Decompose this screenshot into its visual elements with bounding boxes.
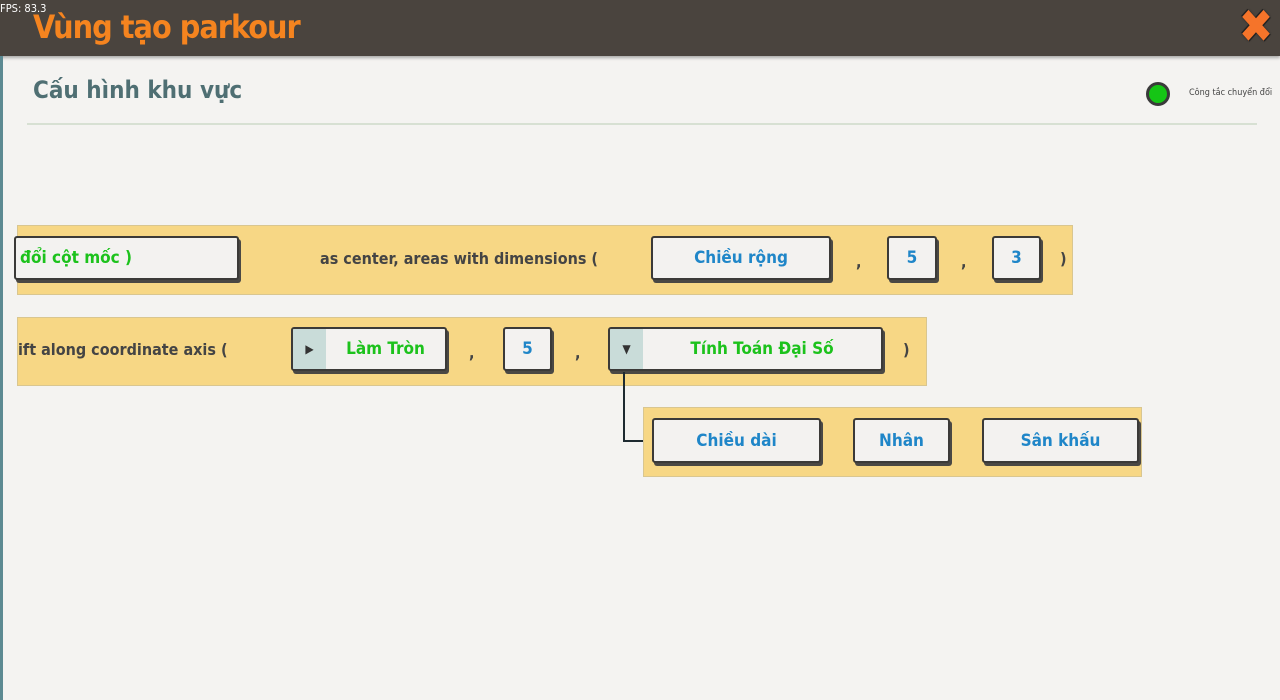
connector-line <box>623 440 644 442</box>
multiply-button[interactable]: Nhân <box>853 418 950 463</box>
connector-line <box>623 372 625 442</box>
close-icon[interactable]: ✖ <box>1238 0 1274 53</box>
landmark-button[interactable]: đổi cột mốc ) <box>14 236 239 280</box>
toggle-switch[interactable] <box>1146 82 1170 106</box>
row1-text: as center, areas with dimensions ( <box>320 249 598 268</box>
round-button[interactable]: ▶ Làm Tròn <box>291 327 447 371</box>
divider <box>27 123 1257 125</box>
close-paren: ) <box>1060 249 1067 268</box>
stage-button[interactable]: Sân khấu <box>982 418 1139 463</box>
comma: , <box>575 343 581 362</box>
close-paren: ) <box>903 340 910 359</box>
comma: , <box>469 343 475 362</box>
play-arrow-icon[interactable]: ▶ <box>293 329 326 369</box>
window-title: Vùng tạo parkour <box>33 8 301 46</box>
length-button[interactable]: Chiều dài <box>652 418 821 463</box>
comma: , <box>856 252 862 271</box>
collapse-arrow-icon[interactable]: ▼ <box>610 329 643 369</box>
value-input-3[interactable]: 5 <box>503 327 552 371</box>
width-dropdown[interactable]: Chiều rộng <box>651 236 831 280</box>
toggle-label: Công tắc chuyển đổi <box>1189 88 1273 98</box>
value-input-2[interactable]: 3 <box>992 236 1041 280</box>
round-label: Làm Tròn <box>346 339 425 359</box>
algebra-label: Tính Toán Đại Số <box>690 339 834 359</box>
value-input-1[interactable]: 5 <box>887 236 937 280</box>
algebra-button[interactable]: ▼ Tính Toán Đại Số <box>608 327 883 371</box>
comma: , <box>961 252 967 271</box>
fps-counter: FPS: 83.3 <box>0 2 47 15</box>
header-bar <box>0 0 1280 56</box>
left-edge-strip <box>0 56 3 700</box>
section-title: Cấu hình khu vực <box>33 76 243 104</box>
row2-text: ift along coordinate axis ( <box>18 340 228 359</box>
